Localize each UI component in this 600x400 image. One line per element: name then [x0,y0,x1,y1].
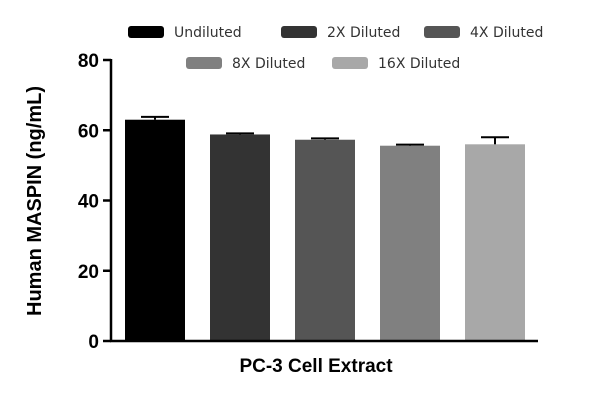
legend-item: 8X Diluted [186,56,305,72]
legend-label: 4X Diluted [470,25,543,41]
y-tick-label: 80 [78,51,99,72]
legend: Undiluted 2X Diluted 4X Diluted 8X Diluted 1… [128,25,543,72]
bar-undiluted [125,119,185,342]
y-tick-label: 60 [78,121,99,142]
bar-2x-diluted [210,134,270,341]
legend-item: 16X Diluted [332,56,460,72]
y-tick-label: 20 [78,262,99,283]
legend-swatch [281,26,317,38]
legend-swatch [332,57,368,69]
bar-4x-diluted [295,139,355,341]
legend-label: 8X Diluted [232,56,305,72]
y-axis-title: Human MASPIN (ng/mL) [24,86,46,316]
y-axis: 0 20 40 60 80 [78,51,113,353]
y-tick-label: 40 [78,192,99,213]
legend-swatch [128,26,164,38]
legend-item: Undiluted [128,25,242,41]
legend-item: 2X Diluted [281,25,400,41]
legend-item: 4X Diluted [424,25,543,41]
x-axis-title: PC-3 Cell Extract [239,356,393,377]
plot-area [125,115,525,342]
legend-label: 2X Diluted [327,25,400,41]
legend-label: 16X Diluted [378,56,460,72]
y-tick-label: 0 [88,332,99,353]
legend-label: Undiluted [174,25,242,41]
legend-swatch [424,26,460,38]
legend-swatch [186,57,222,69]
bar-16x-diluted [465,144,525,341]
bar-8x-diluted [380,145,440,341]
